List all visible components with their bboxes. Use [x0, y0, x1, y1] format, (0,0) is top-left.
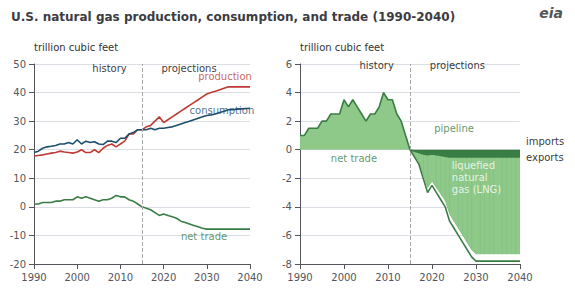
svg-text:2030: 2030	[194, 272, 219, 283]
svg-text:2040: 2040	[237, 272, 262, 283]
svg-text:trillion cubic feet: trillion cubic feet	[34, 42, 118, 53]
svg-text:history: history	[92, 63, 126, 74]
svg-text:2010: 2010	[375, 272, 400, 283]
svg-text:imports: imports	[526, 136, 564, 147]
svg-text:projections: projections	[430, 60, 485, 71]
svg-text:2020: 2020	[151, 272, 176, 283]
svg-text:net trade: net trade	[181, 231, 227, 242]
svg-text:30: 30	[13, 116, 26, 127]
svg-text:2: 2	[286, 116, 292, 127]
svg-text:exports: exports	[526, 152, 564, 163]
svg-text:2020: 2020	[419, 272, 444, 283]
svg-text:6: 6	[286, 59, 292, 70]
svg-text:trillion cubic feet: trillion cubic feet	[300, 42, 384, 53]
svg-text:2000: 2000	[331, 272, 356, 283]
svg-text:1990: 1990	[287, 272, 312, 283]
svg-text:2030: 2030	[463, 272, 488, 283]
svg-text:gas (LNG): gas (LNG)	[452, 184, 502, 195]
svg-text:production: production	[198, 71, 252, 82]
svg-text:liquefied: liquefied	[452, 160, 495, 171]
svg-text:0: 0	[20, 201, 26, 212]
svg-text:2040: 2040	[507, 272, 532, 283]
svg-text:-6: -6	[282, 230, 292, 241]
svg-text:2000: 2000	[64, 272, 89, 283]
svg-text:-2: -2	[282, 173, 292, 184]
svg-text:-4: -4	[282, 201, 292, 212]
svg-text:net trade: net trade	[331, 153, 377, 164]
svg-text:4: 4	[286, 87, 292, 98]
svg-text:pipeline: pipeline	[434, 123, 474, 134]
svg-text:consumption: consumption	[190, 105, 255, 116]
svg-text:2010: 2010	[108, 272, 133, 283]
svg-text:-10: -10	[10, 230, 26, 241]
svg-text:projections: projections	[161, 62, 217, 74]
svg-text:1990: 1990	[21, 272, 46, 283]
svg-text:10: 10	[13, 173, 26, 184]
svg-text:40: 40	[13, 87, 26, 98]
svg-text:-8: -8	[282, 259, 292, 270]
svg-text:history: history	[359, 60, 393, 71]
svg-text:0: 0	[286, 144, 292, 155]
svg-text:U.S. natural gas production, c: U.S. natural gas production, consumption…	[11, 10, 455, 24]
svg-text:50: 50	[13, 59, 26, 70]
svg-text:natural: natural	[452, 172, 488, 183]
svg-text:20: 20	[13, 144, 26, 155]
svg-text:eia: eia	[539, 5, 563, 21]
svg-text:-20: -20	[10, 259, 26, 270]
